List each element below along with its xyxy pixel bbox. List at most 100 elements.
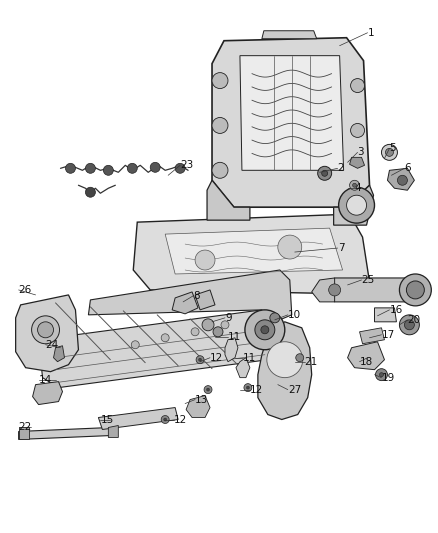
Text: 11: 11 <box>228 332 241 342</box>
Polygon shape <box>225 338 238 362</box>
Text: 18: 18 <box>360 357 373 367</box>
Text: 13: 13 <box>195 394 208 405</box>
Polygon shape <box>133 214 370 294</box>
Text: 6: 6 <box>404 163 411 173</box>
Circle shape <box>261 326 269 334</box>
Polygon shape <box>195 290 215 310</box>
Polygon shape <box>19 427 28 439</box>
Circle shape <box>385 148 393 156</box>
Circle shape <box>175 163 185 173</box>
Text: 24: 24 <box>46 340 59 350</box>
Polygon shape <box>19 427 112 439</box>
Text: 2: 2 <box>338 163 344 173</box>
Circle shape <box>296 354 304 362</box>
Circle shape <box>161 334 169 342</box>
Circle shape <box>278 235 302 259</box>
Circle shape <box>196 356 204 364</box>
Circle shape <box>202 319 214 331</box>
Text: 25: 25 <box>361 275 375 285</box>
Text: 22: 22 <box>19 423 32 432</box>
Polygon shape <box>374 308 396 322</box>
Circle shape <box>399 274 431 306</box>
Circle shape <box>270 313 280 323</box>
Circle shape <box>406 281 424 299</box>
Circle shape <box>379 373 384 377</box>
Polygon shape <box>53 346 64 362</box>
Text: 10: 10 <box>288 310 301 320</box>
Text: 5: 5 <box>389 143 396 154</box>
Circle shape <box>127 163 137 173</box>
Circle shape <box>350 180 360 190</box>
Circle shape <box>213 327 223 337</box>
Polygon shape <box>330 278 411 302</box>
Text: 23: 23 <box>180 160 193 171</box>
Circle shape <box>321 171 328 176</box>
Circle shape <box>198 358 201 361</box>
Polygon shape <box>258 322 312 419</box>
Polygon shape <box>32 382 63 405</box>
Text: 19: 19 <box>381 373 395 383</box>
Polygon shape <box>348 342 385 370</box>
Circle shape <box>346 195 367 215</box>
Polygon shape <box>186 395 210 417</box>
Circle shape <box>66 163 75 173</box>
Circle shape <box>85 187 95 197</box>
Circle shape <box>204 385 212 393</box>
Circle shape <box>207 388 209 391</box>
Circle shape <box>350 78 364 93</box>
Polygon shape <box>212 38 370 207</box>
Circle shape <box>255 320 275 340</box>
Polygon shape <box>360 328 385 344</box>
Circle shape <box>328 284 341 296</box>
Text: 11: 11 <box>243 353 256 363</box>
Circle shape <box>212 163 228 178</box>
Circle shape <box>244 384 252 392</box>
Text: 4: 4 <box>355 183 361 193</box>
Polygon shape <box>262 31 317 39</box>
Text: 9: 9 <box>225 313 232 323</box>
Circle shape <box>318 166 332 180</box>
Text: 12: 12 <box>210 353 223 363</box>
Circle shape <box>221 321 229 329</box>
Polygon shape <box>207 180 250 220</box>
Circle shape <box>212 117 228 133</box>
Circle shape <box>245 310 285 350</box>
Circle shape <box>404 320 414 330</box>
Circle shape <box>191 328 199 336</box>
Circle shape <box>399 315 419 335</box>
Polygon shape <box>108 425 118 438</box>
Text: 16: 16 <box>389 305 403 315</box>
Text: 14: 14 <box>39 375 52 385</box>
Circle shape <box>247 386 249 389</box>
Text: 7: 7 <box>338 243 344 253</box>
Circle shape <box>381 144 397 160</box>
Text: 27: 27 <box>288 385 301 394</box>
Text: 12: 12 <box>174 415 187 424</box>
Polygon shape <box>16 295 78 372</box>
Circle shape <box>212 72 228 88</box>
Polygon shape <box>39 310 280 387</box>
Text: 15: 15 <box>100 415 113 424</box>
Circle shape <box>32 316 60 344</box>
Polygon shape <box>312 278 335 302</box>
Circle shape <box>164 418 167 421</box>
Circle shape <box>339 187 374 223</box>
Circle shape <box>397 175 407 185</box>
Text: 8: 8 <box>193 291 200 301</box>
Text: 26: 26 <box>19 285 32 295</box>
Circle shape <box>267 342 303 378</box>
Circle shape <box>375 369 388 381</box>
Circle shape <box>350 124 364 138</box>
Polygon shape <box>236 358 250 378</box>
Text: 12: 12 <box>250 385 263 394</box>
Circle shape <box>85 163 95 173</box>
Circle shape <box>161 416 169 424</box>
Circle shape <box>131 341 139 349</box>
Polygon shape <box>172 292 198 314</box>
Circle shape <box>353 183 357 187</box>
Polygon shape <box>88 270 292 320</box>
Polygon shape <box>388 168 414 190</box>
Polygon shape <box>350 157 364 168</box>
Circle shape <box>38 322 53 338</box>
Polygon shape <box>99 408 178 430</box>
